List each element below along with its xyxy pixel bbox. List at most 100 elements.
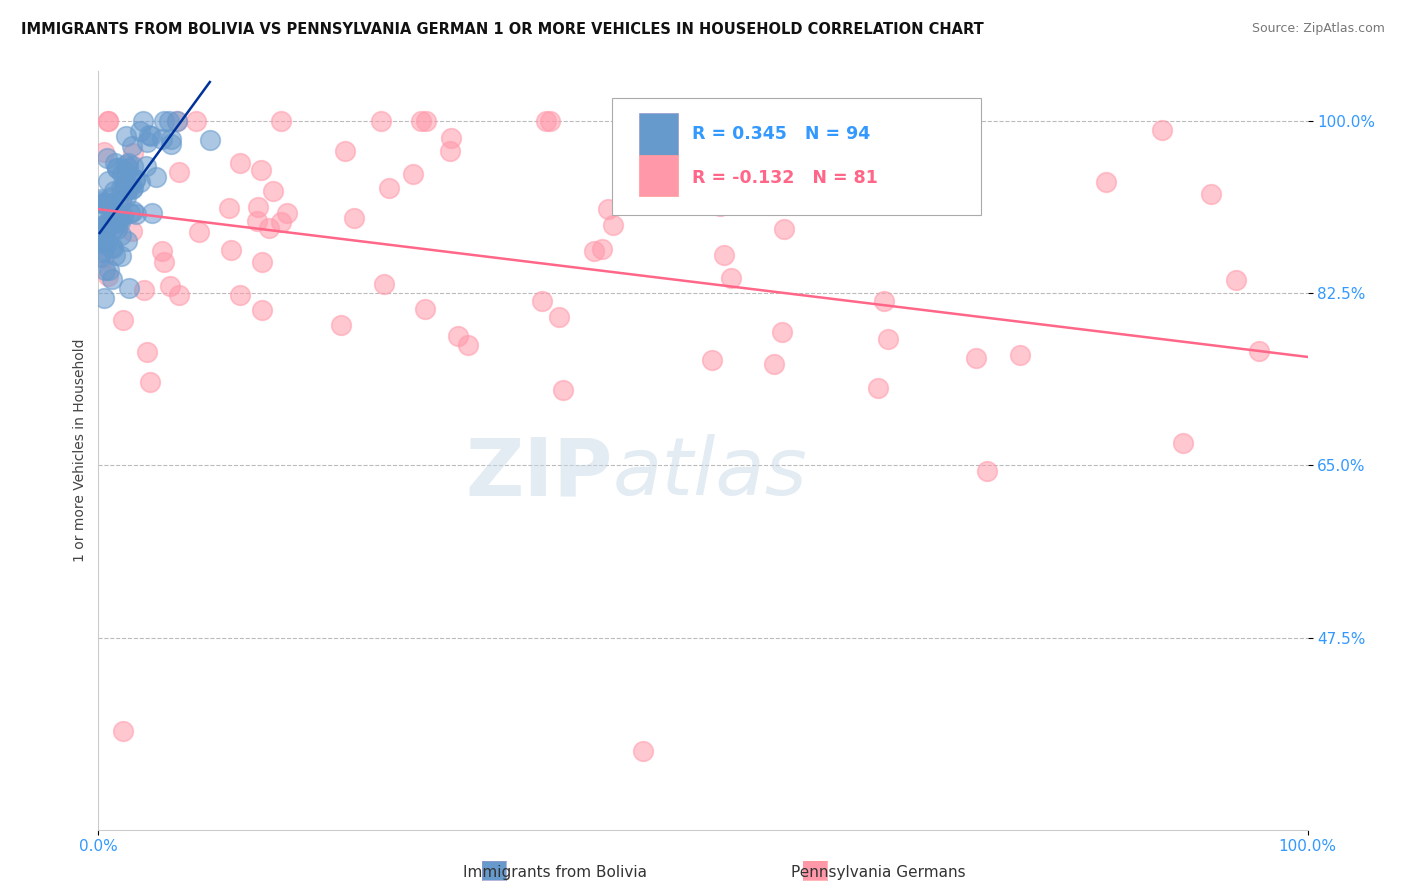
Point xyxy=(440,131,463,145)
Point xyxy=(257,220,280,235)
Point xyxy=(94,263,117,277)
Point xyxy=(115,165,138,179)
Point xyxy=(166,113,188,128)
Point xyxy=(89,192,111,206)
Point xyxy=(378,181,401,195)
Point xyxy=(90,227,112,242)
Point xyxy=(720,271,742,285)
Point xyxy=(115,183,138,197)
Point xyxy=(97,113,120,128)
Point xyxy=(773,221,796,235)
FancyBboxPatch shape xyxy=(613,98,981,216)
Point xyxy=(439,144,461,158)
Point xyxy=(229,156,252,170)
Point xyxy=(249,162,271,177)
Point xyxy=(93,196,115,211)
Point xyxy=(122,180,145,194)
Point xyxy=(1094,175,1116,189)
Point xyxy=(94,226,117,240)
Point xyxy=(538,113,561,128)
Point xyxy=(93,250,115,264)
Point xyxy=(134,283,156,297)
Point xyxy=(877,332,900,346)
Text: Source: ZipAtlas.com: Source: ZipAtlas.com xyxy=(1251,22,1385,36)
Point xyxy=(97,263,120,277)
Point xyxy=(270,113,292,128)
Point xyxy=(111,724,134,739)
Point xyxy=(97,268,120,283)
Point xyxy=(103,216,125,230)
Point xyxy=(124,207,146,221)
Point xyxy=(762,358,785,372)
Point xyxy=(93,237,115,252)
Point xyxy=(110,228,132,243)
Point xyxy=(402,167,425,181)
Point xyxy=(270,215,292,229)
Point xyxy=(104,211,127,225)
Point xyxy=(121,139,143,153)
Point xyxy=(121,146,143,161)
Point xyxy=(187,225,209,239)
Point xyxy=(136,135,159,149)
Point xyxy=(89,235,111,249)
Point xyxy=(343,211,366,225)
Point xyxy=(112,177,135,191)
Point xyxy=(97,214,120,228)
Point xyxy=(93,234,115,248)
Point xyxy=(110,215,132,229)
Point xyxy=(770,325,793,339)
Point xyxy=(150,244,173,258)
Point xyxy=(103,211,125,226)
Point xyxy=(120,180,142,194)
Point xyxy=(166,113,188,128)
Point xyxy=(96,195,118,210)
Point xyxy=(124,171,146,186)
Point xyxy=(167,164,190,178)
Point xyxy=(104,248,127,262)
Point xyxy=(616,136,638,150)
Point xyxy=(115,157,138,171)
Point xyxy=(534,113,557,128)
Point xyxy=(229,288,252,302)
Point xyxy=(103,213,125,227)
Point xyxy=(100,189,122,203)
Point xyxy=(262,184,284,198)
Point xyxy=(160,136,183,151)
Point xyxy=(93,291,115,305)
Point xyxy=(118,281,141,295)
Point xyxy=(91,196,114,211)
Point xyxy=(780,125,803,139)
Point xyxy=(117,156,139,170)
Point xyxy=(91,230,114,244)
Point xyxy=(976,464,998,478)
Point xyxy=(110,181,132,195)
Point xyxy=(115,234,138,248)
Point xyxy=(111,313,134,327)
Point xyxy=(122,204,145,219)
Point xyxy=(591,243,613,257)
Point xyxy=(150,132,173,146)
Point xyxy=(409,113,432,128)
Point xyxy=(631,744,654,758)
Point xyxy=(93,145,115,159)
Point xyxy=(129,175,152,189)
Point xyxy=(101,202,124,216)
Point xyxy=(103,184,125,198)
Point xyxy=(1225,273,1247,287)
Point xyxy=(159,279,181,293)
Point xyxy=(91,235,114,250)
Point xyxy=(457,338,479,352)
Point xyxy=(218,201,240,215)
Point xyxy=(110,249,132,263)
Point xyxy=(167,287,190,301)
Point xyxy=(713,247,735,261)
Text: R = -0.132   N = 81: R = -0.132 N = 81 xyxy=(692,169,877,186)
Point xyxy=(97,219,120,233)
Point xyxy=(873,293,896,308)
Point xyxy=(330,318,353,332)
Point xyxy=(138,128,160,142)
Point xyxy=(1008,348,1031,362)
Point xyxy=(141,206,163,220)
Point xyxy=(157,113,180,128)
Point xyxy=(97,174,120,188)
